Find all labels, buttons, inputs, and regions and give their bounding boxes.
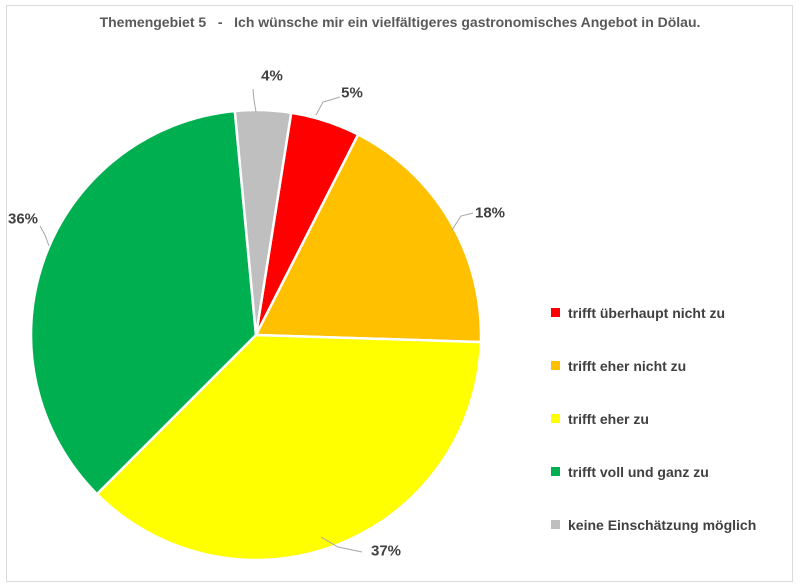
leader-line-2 xyxy=(320,536,363,553)
legend-item-label: trifft überhaupt nicht zu xyxy=(568,304,726,321)
data-label-1: 18% xyxy=(475,205,505,222)
legend-color-swatch xyxy=(551,414,560,423)
legend-item-1: trifft eher nicht zu xyxy=(551,339,756,392)
leader-line-3 xyxy=(39,225,50,247)
chart-legend: trifft überhaupt nicht zu trifft eher nic… xyxy=(551,286,756,551)
leader-line-0 xyxy=(315,96,341,116)
pie-slice-4 xyxy=(233,108,293,336)
legend-item-label: trifft voll und ganz zu xyxy=(568,463,709,480)
leader-line-4 xyxy=(252,88,257,113)
data-label-4: 4% xyxy=(261,68,283,85)
data-label-2: 37% xyxy=(371,543,401,560)
pie-slice-2 xyxy=(95,333,483,562)
legend-item-3: trifft voll und ganz zu xyxy=(551,445,756,498)
pie-slice-1 xyxy=(253,132,483,344)
legend-item-label: trifft eher zu xyxy=(568,410,649,427)
legend-color-swatch xyxy=(551,520,560,529)
legend-item-4: keine Einschätzung möglich xyxy=(551,498,756,551)
pie-slice-3 xyxy=(29,109,258,496)
data-label-0: 5% xyxy=(341,85,363,102)
legend-color-swatch xyxy=(551,308,560,317)
data-label-3: 36% xyxy=(8,211,38,228)
legend-color-swatch xyxy=(551,361,560,370)
legend-color-swatch xyxy=(551,467,560,476)
legend-item-0: trifft überhaupt nicht zu xyxy=(551,286,756,339)
chart-title: Themengebiet 5 - Ich wünsche mir ein vie… xyxy=(0,12,800,33)
legend-item-label: trifft eher nicht zu xyxy=(568,357,687,374)
legend-item-2: trifft eher zu xyxy=(551,392,756,445)
leader-line-1 xyxy=(451,212,474,231)
legend-item-label: keine Einschätzung möglich xyxy=(568,516,757,533)
chart-title-text: Themengebiet 5 - Ich wünsche mir ein vie… xyxy=(99,14,701,30)
